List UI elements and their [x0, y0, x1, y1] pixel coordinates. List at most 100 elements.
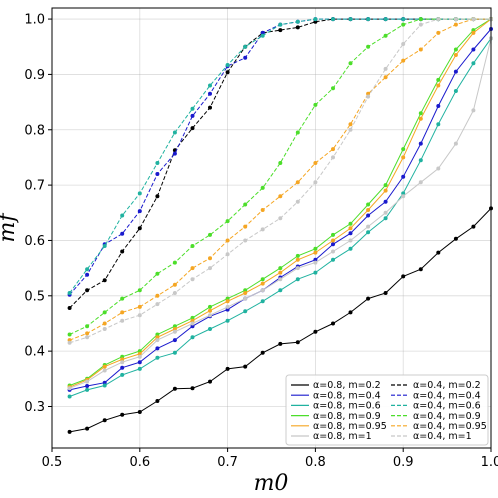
- data-point: [137, 410, 142, 414]
- data-point: [120, 231, 125, 236]
- data-point: [418, 111, 423, 116]
- data-point: [295, 130, 300, 135]
- data-point: [295, 19, 300, 24]
- data-point: [366, 208, 371, 212]
- data-point: [85, 267, 90, 272]
- data-point: [102, 364, 107, 369]
- data-point: [85, 335, 90, 340]
- data-point: [85, 272, 90, 277]
- data-point: [278, 270, 283, 275]
- data-point: [172, 282, 177, 287]
- data-point: [225, 238, 230, 243]
- data-point: [313, 180, 318, 185]
- data-point: [436, 104, 441, 108]
- data-point: [278, 22, 283, 27]
- data-point: [260, 281, 265, 286]
- data-point: [102, 380, 107, 385]
- data-point: [331, 257, 335, 262]
- data-point: [278, 216, 283, 221]
- data-point: [471, 47, 476, 52]
- data-point: [85, 426, 90, 431]
- y-axis-title-text: mf: [0, 210, 20, 243]
- data-point: [102, 310, 107, 315]
- data-point: [471, 224, 476, 229]
- legend-label: α=0.4, m=0.9: [413, 411, 481, 422]
- ticks: 0.5 0.6 0.7 0.8 0.9 1.0 0.3 0.4 0.5 0.6 0.7 0.8 0.9 1…: [24, 13, 498, 470]
- data-point: [401, 17, 406, 22]
- data-point: [208, 304, 212, 309]
- data-point: [453, 47, 458, 52]
- series-0: [67, 206, 493, 434]
- data-point: [260, 350, 265, 355]
- data-point: [348, 226, 353, 231]
- data-point: [208, 256, 212, 261]
- data-point: [418, 17, 423, 22]
- data-point: [190, 266, 195, 271]
- data-point: [436, 77, 441, 82]
- data-point: [313, 257, 318, 262]
- data-point: [331, 147, 335, 152]
- data-point: [401, 147, 406, 152]
- data-point: [471, 30, 476, 35]
- data-point: [313, 250, 318, 255]
- y-tick-label: 0.4: [24, 345, 45, 360]
- data-point: [436, 30, 441, 35]
- data-point: [67, 291, 72, 295]
- data-point: [278, 341, 283, 346]
- data-point: [453, 69, 458, 74]
- data-point: [418, 158, 423, 163]
- data-point: [155, 172, 160, 176]
- data-point: [401, 191, 406, 196]
- data-point: [67, 386, 72, 391]
- data-point: [155, 161, 160, 165]
- data-point: [172, 151, 177, 156]
- data-point: [137, 360, 142, 365]
- data-point: [85, 384, 90, 388]
- data-point: [155, 355, 160, 360]
- data-point: [436, 250, 441, 255]
- data-point: [102, 278, 107, 283]
- data-point: [67, 429, 72, 434]
- data-point: [383, 216, 388, 221]
- data-point: [313, 102, 318, 107]
- data-point: [172, 260, 177, 265]
- data-point: [155, 399, 160, 403]
- data-point: [243, 224, 248, 229]
- data-point: [155, 302, 160, 307]
- y-tick-label: 0.3: [24, 400, 45, 415]
- data-point: [85, 331, 90, 336]
- data-point: [190, 106, 195, 111]
- data-point: [243, 55, 248, 60]
- data-point: [85, 387, 90, 392]
- data-point: [243, 296, 248, 301]
- legend-label: α=0.8, m=1: [313, 431, 372, 442]
- data-point: [471, 17, 476, 22]
- data-point: [208, 379, 212, 384]
- data-point: [348, 238, 353, 243]
- data-point: [102, 244, 107, 248]
- legend-box: [285, 374, 489, 446]
- data-point: [225, 252, 230, 257]
- x-tick-label: 1.0: [481, 455, 498, 470]
- data-point: [383, 183, 388, 188]
- legend-label: α=0.8, m=0.4: [313, 390, 381, 401]
- data-point: [190, 321, 195, 326]
- data-point: [278, 28, 283, 33]
- data-point: [85, 324, 90, 329]
- legend-label: α=0.8, m=0.6: [313, 401, 381, 412]
- data-point: [208, 105, 212, 110]
- data-point: [243, 364, 248, 369]
- data-point: [383, 291, 388, 295]
- data-point: [172, 291, 177, 295]
- data-point: [401, 274, 406, 279]
- data-point: [243, 291, 248, 295]
- data-point: [172, 327, 177, 331]
- data-point: [348, 310, 353, 315]
- data-point: [436, 83, 441, 88]
- data-point: [313, 161, 318, 165]
- data-point: [331, 155, 335, 160]
- data-point: [208, 313, 212, 318]
- legend: α=0.8, m=0.2α=0.8, m=0.4α=0.8, m=0.6α=0.…: [285, 374, 489, 446]
- data-point: [208, 91, 212, 96]
